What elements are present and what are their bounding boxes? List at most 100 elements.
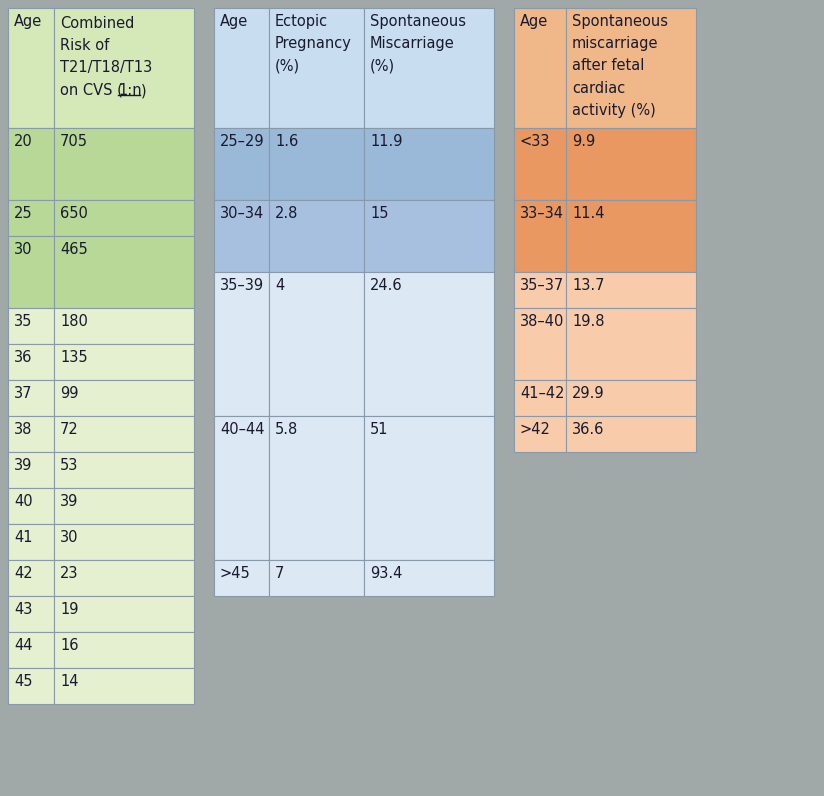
Text: 1.6: 1.6 <box>275 134 298 149</box>
Bar <box>269 272 364 416</box>
Text: 41–42: 41–42 <box>520 386 564 401</box>
Text: 33–34: 33–34 <box>520 206 564 221</box>
Text: 40: 40 <box>14 494 33 509</box>
Text: 465: 465 <box>60 242 87 257</box>
Bar <box>8 380 54 416</box>
Bar <box>214 560 269 596</box>
Bar <box>364 8 494 128</box>
Text: 15: 15 <box>370 206 388 221</box>
Text: 51: 51 <box>370 422 388 437</box>
Text: 14: 14 <box>60 674 78 689</box>
Text: <33: <33 <box>520 134 550 149</box>
Text: 36.6: 36.6 <box>572 422 604 437</box>
Bar <box>364 560 494 596</box>
Bar <box>54 560 194 596</box>
Text: 38: 38 <box>14 422 32 437</box>
Text: 37: 37 <box>14 386 32 401</box>
Text: 42: 42 <box>14 566 33 581</box>
Bar <box>566 272 696 308</box>
Bar <box>54 632 194 668</box>
Text: 35: 35 <box>14 314 32 329</box>
Bar <box>8 668 54 704</box>
Bar <box>54 596 194 632</box>
Bar <box>8 560 54 596</box>
Text: 41: 41 <box>14 530 32 545</box>
Text: 13.7: 13.7 <box>572 278 605 293</box>
Bar <box>8 308 54 344</box>
Text: 19.8: 19.8 <box>572 314 605 329</box>
Bar <box>54 236 194 308</box>
Bar <box>8 128 54 200</box>
Text: 30: 30 <box>60 530 78 545</box>
Text: 39: 39 <box>60 494 78 509</box>
Bar <box>8 236 54 308</box>
Bar <box>269 560 364 596</box>
Bar <box>8 8 54 128</box>
Text: Spontaneous
miscarriage
after fetal
cardiac
activity (%): Spontaneous miscarriage after fetal card… <box>572 14 668 118</box>
Text: >42: >42 <box>520 422 551 437</box>
Text: ): ) <box>141 84 147 98</box>
Bar <box>214 416 269 560</box>
Text: 19: 19 <box>60 602 78 617</box>
Text: 29.9: 29.9 <box>572 386 605 401</box>
Bar <box>214 128 269 200</box>
Text: 25–29: 25–29 <box>220 134 265 149</box>
Text: 44: 44 <box>14 638 32 653</box>
Bar <box>8 452 54 488</box>
Text: Age: Age <box>14 14 42 29</box>
Text: 30–34: 30–34 <box>220 206 265 221</box>
Bar <box>8 488 54 524</box>
Text: 93.4: 93.4 <box>370 566 402 581</box>
Bar <box>514 8 566 128</box>
Text: 38–40: 38–40 <box>520 314 564 329</box>
Text: 135: 135 <box>60 350 87 365</box>
Text: 24.6: 24.6 <box>370 278 403 293</box>
Bar <box>54 416 194 452</box>
Text: 11.4: 11.4 <box>572 206 605 221</box>
Bar <box>54 452 194 488</box>
Bar <box>514 272 566 308</box>
Bar <box>54 200 194 236</box>
Text: Age: Age <box>520 14 548 29</box>
Text: 650: 650 <box>60 206 88 221</box>
Bar <box>269 416 364 560</box>
Bar <box>54 524 194 560</box>
Bar <box>566 128 696 200</box>
Bar <box>214 200 269 272</box>
Bar <box>8 200 54 236</box>
Bar <box>514 308 566 380</box>
Bar <box>514 200 566 272</box>
Text: 180: 180 <box>60 314 88 329</box>
Text: 9.9: 9.9 <box>572 134 595 149</box>
Bar <box>514 416 566 452</box>
Text: 5.8: 5.8 <box>275 422 298 437</box>
Text: 30: 30 <box>14 242 32 257</box>
Bar <box>566 308 696 380</box>
Text: Ectopic
Pregnancy
(%): Ectopic Pregnancy (%) <box>275 14 352 73</box>
Bar <box>269 200 364 272</box>
Text: 16: 16 <box>60 638 78 653</box>
Bar <box>8 632 54 668</box>
Bar <box>54 308 194 344</box>
Bar <box>364 272 494 416</box>
Text: 7: 7 <box>275 566 284 581</box>
Text: 20: 20 <box>14 134 33 149</box>
Text: 2.8: 2.8 <box>275 206 298 221</box>
Bar <box>214 8 269 128</box>
Text: Spontaneous
Miscarriage
(%): Spontaneous Miscarriage (%) <box>370 14 466 73</box>
Bar <box>514 128 566 200</box>
Text: 40–44: 40–44 <box>220 422 265 437</box>
Bar <box>364 128 494 200</box>
Bar <box>54 380 194 416</box>
Text: 11.9: 11.9 <box>370 134 402 149</box>
Bar <box>514 380 566 416</box>
Text: 36: 36 <box>14 350 32 365</box>
Bar <box>54 344 194 380</box>
Bar <box>8 524 54 560</box>
Bar <box>269 128 364 200</box>
Text: 72: 72 <box>60 422 79 437</box>
Bar <box>8 596 54 632</box>
Text: 35–37: 35–37 <box>520 278 564 293</box>
Bar <box>214 272 269 416</box>
Bar <box>566 200 696 272</box>
